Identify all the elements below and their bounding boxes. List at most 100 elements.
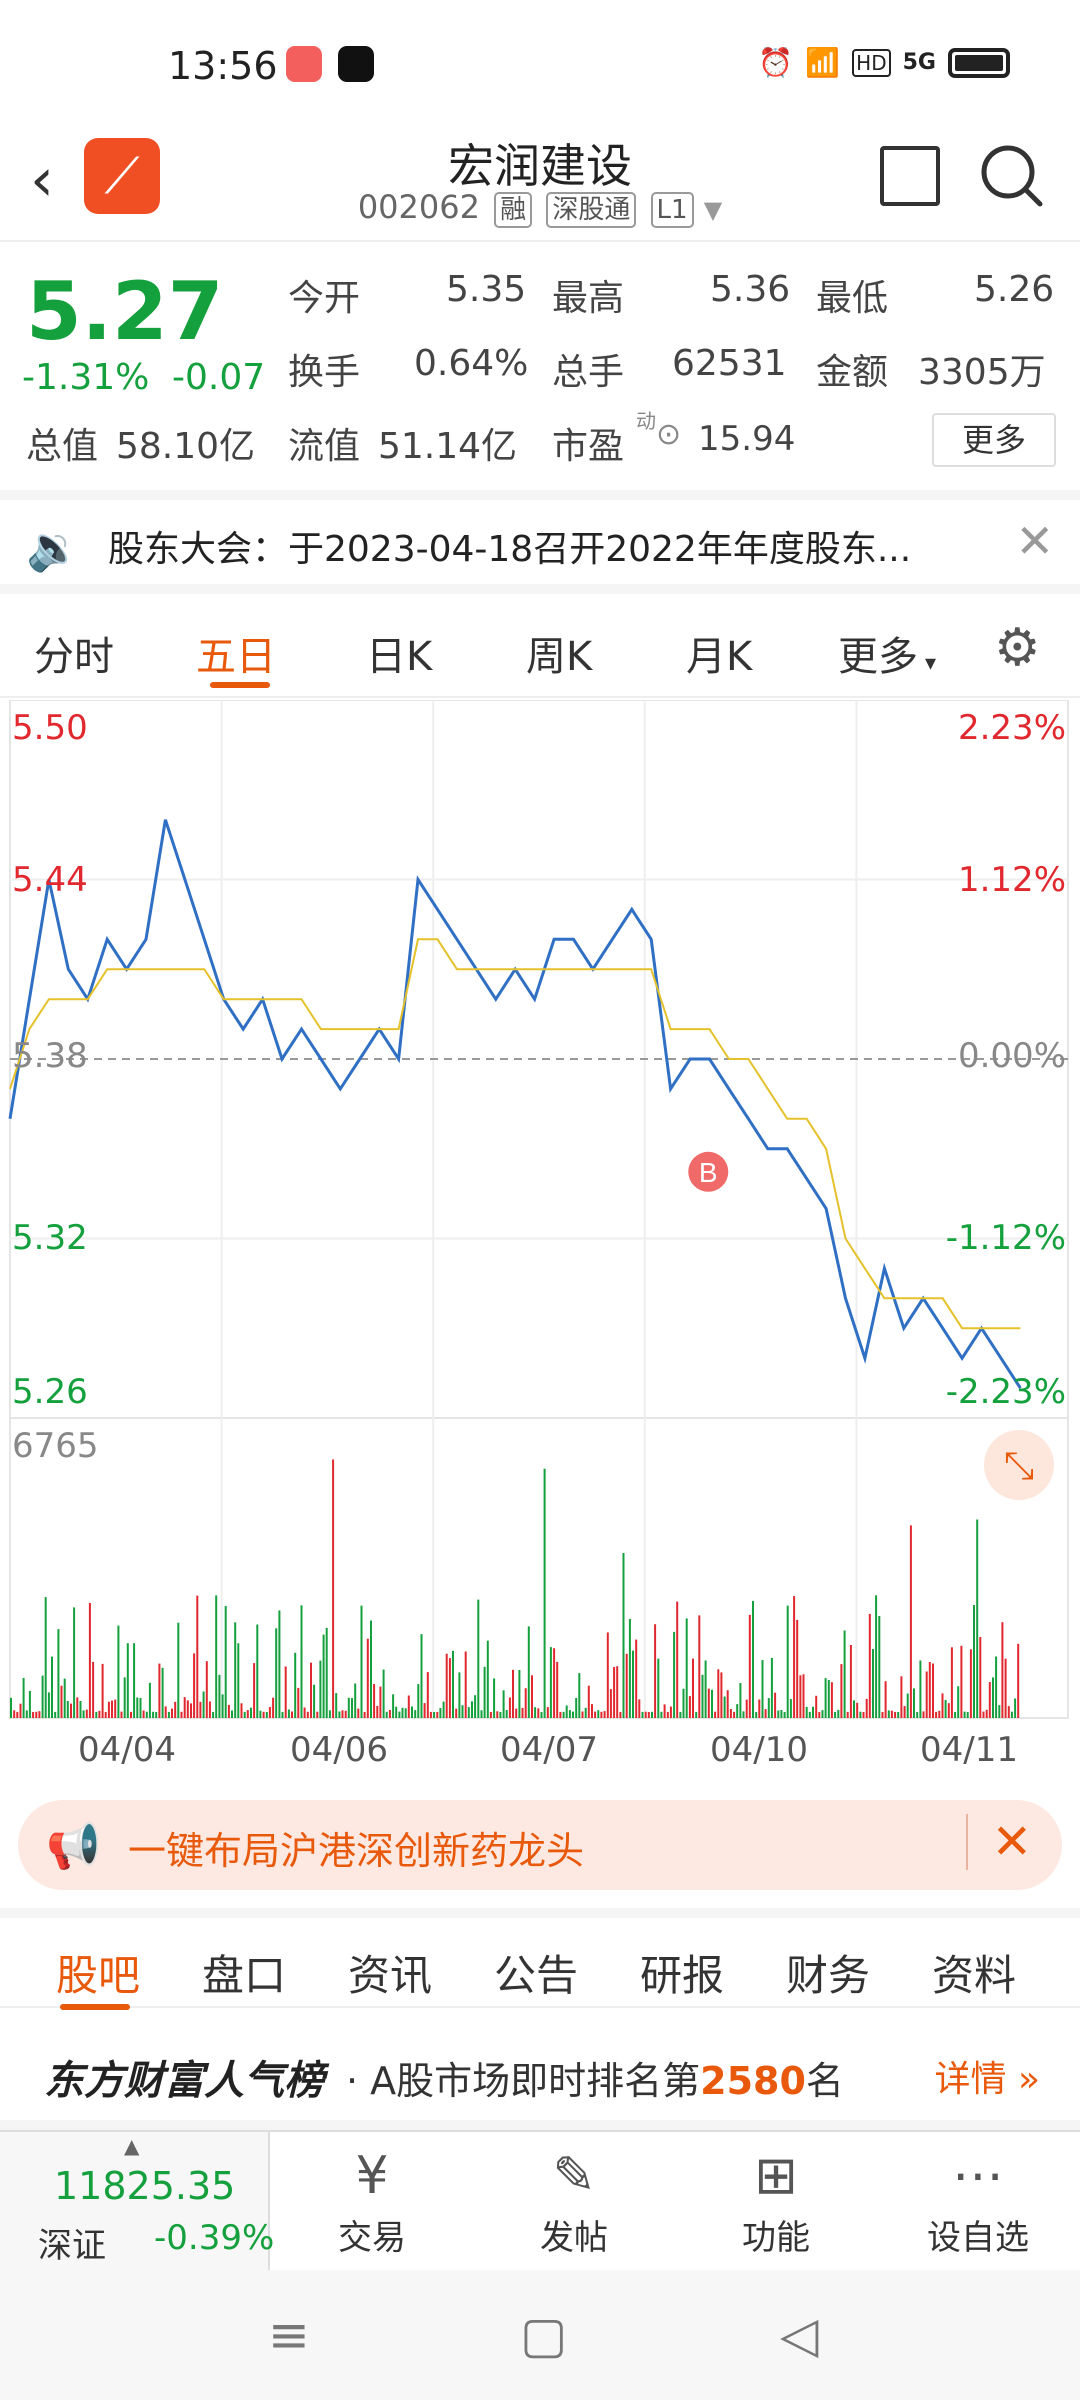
trade-button[interactable]: ¥ 交易 xyxy=(302,2146,442,2259)
volume-bar xyxy=(332,1459,335,1718)
volume-bar xyxy=(663,1704,666,1718)
content-tabs: 股吧 盘口 资讯 公告 研报 财务 资料 xyxy=(0,1908,1080,2010)
volume-bar xyxy=(370,1620,372,1718)
rank-text: · A股市场即时排名第2580名 xyxy=(346,2050,844,2105)
bottom-toolbar: ▲ 11825.35 深证 -0.39% ¥ 交易 ✎ 发帖 ⊞ 功能 ⋯ 设自选 xyxy=(0,2130,1080,2272)
share-icon[interactable] xyxy=(880,146,940,206)
volume-bar xyxy=(868,1613,871,1718)
volume-bar xyxy=(79,1701,82,1718)
volume-bar xyxy=(726,1690,729,1718)
tab-intraday[interactable]: 分时 xyxy=(34,634,114,680)
volume-bar xyxy=(568,1710,571,1718)
tab-weekly-k[interactable]: 周K xyxy=(526,634,593,680)
volume-bar xyxy=(988,1682,991,1718)
chart-frame xyxy=(9,699,1069,1719)
volume-bar xyxy=(193,1653,196,1718)
volume-bar xyxy=(363,1712,366,1718)
more-quote-button[interactable]: 更多 xyxy=(932,413,1056,467)
app-notification-icon xyxy=(286,46,322,82)
volume-bar xyxy=(587,1685,590,1718)
x-tick-3: 04/10 xyxy=(710,1730,808,1770)
volume-bar xyxy=(467,1707,470,1718)
tab-daily-k[interactable]: 日K xyxy=(366,634,433,680)
volume-value: 62531 xyxy=(672,343,787,384)
volume-bar xyxy=(619,1712,622,1718)
pe-value: 15.94 xyxy=(698,419,796,459)
search-icon[interactable] xyxy=(978,142,1044,208)
promo-banner[interactable]: 📢 一键布局沪港深创新药龙头 ✕ xyxy=(18,1800,1062,1890)
volume-bar xyxy=(805,1706,808,1718)
app-logo-icon[interactable]: ⟋ xyxy=(84,138,160,214)
subtab-profile[interactable]: 资料 xyxy=(932,1951,1017,2000)
subtab-finance[interactable]: 财务 xyxy=(786,1951,871,2000)
volume-bar xyxy=(445,1653,448,1718)
five-day-chart[interactable]: B 5.50 5.44 5.38 5.32 5.26 2.23% 1.12% 0… xyxy=(0,699,1080,1770)
volume-bar xyxy=(745,1699,748,1718)
volume-bar xyxy=(859,1711,862,1718)
volume-bar xyxy=(676,1601,679,1718)
y-tick-right-3: -1.12% xyxy=(945,1218,1066,1258)
volume-bar xyxy=(423,1703,426,1718)
volume-bar xyxy=(796,1619,799,1718)
subtab-research[interactable]: 研报 xyxy=(640,1951,725,2000)
close-icon[interactable]: ✕ xyxy=(1015,514,1054,568)
back-icon[interactable]: ‹ xyxy=(30,145,54,215)
rank-details-link[interactable]: 详情 » xyxy=(934,2059,1040,2100)
notice-bar[interactable]: 🔉 股东大会：于2023-04-18召开2022年年度股东... ✕ xyxy=(0,490,1080,594)
back-nav-icon[interactable]: ◁ xyxy=(780,2306,819,2364)
volume-bar xyxy=(98,1710,101,1718)
volume-bar xyxy=(922,1711,925,1718)
close-icon[interactable]: ✕ xyxy=(965,1814,1032,1870)
volume-bar xyxy=(155,1712,158,1718)
volume-bar xyxy=(183,1697,186,1718)
volume-bar xyxy=(767,1698,770,1718)
subtab-forum[interactable]: 股吧 xyxy=(56,1951,141,2000)
subtab-announcements[interactable]: 公告 xyxy=(494,1951,579,2000)
post-button[interactable]: ✎ 发帖 xyxy=(504,2146,644,2259)
tab-more[interactable]: 更多 ▾ xyxy=(838,624,936,682)
active-subtab-indicator xyxy=(60,2004,130,2010)
volume-bar xyxy=(392,1694,395,1718)
functions-label: 功能 xyxy=(742,2218,810,2258)
stock-code-line[interactable]: 002062 融 深股通 L1 ▼ xyxy=(0,188,1080,228)
volume-bar xyxy=(985,1709,988,1718)
volume-bar xyxy=(957,1686,960,1718)
index-ticker[interactable]: ▲ 11825.35 深证 -0.39% xyxy=(0,2132,274,2272)
volume-bar xyxy=(388,1710,391,1718)
volume-bar xyxy=(88,1603,91,1718)
volume-bar xyxy=(549,1647,552,1718)
volume-bar xyxy=(1010,1711,1013,1718)
volume-bar xyxy=(426,1672,429,1718)
volume-bar xyxy=(471,1701,473,1718)
volume-bar xyxy=(979,1637,982,1718)
volume-bar xyxy=(692,1658,694,1718)
expand-icon[interactable]: ⤡ xyxy=(984,1430,1054,1500)
volume-bar xyxy=(603,1711,606,1718)
volume-bar xyxy=(25,1710,28,1718)
volume-bar xyxy=(562,1711,565,1718)
home-icon[interactable]: ▢ xyxy=(520,2306,568,2364)
functions-button[interactable]: ⊞ 功能 xyxy=(706,2146,846,2259)
menu-icon[interactable]: ≡ xyxy=(268,2306,310,2364)
volume-bar xyxy=(1001,1622,1004,1718)
volume-bar xyxy=(70,1703,72,1718)
tab-monthly-k[interactable]: 月K xyxy=(686,634,753,680)
chevron-down-icon: ▼ xyxy=(703,196,723,224)
gear-icon[interactable]: ⚙ xyxy=(994,618,1041,678)
volume-bar xyxy=(433,1712,436,1718)
volume-bar xyxy=(884,1681,887,1718)
add-watchlist-button[interactable]: ⋯ 设自选 xyxy=(908,2146,1048,2259)
volume-bar xyxy=(256,1624,259,1718)
info-icon[interactable]: ⊙ xyxy=(656,417,682,452)
volume-bar xyxy=(651,1711,653,1718)
volume-bar xyxy=(376,1705,379,1718)
volume-bar xyxy=(158,1663,161,1718)
volume-bar xyxy=(950,1647,953,1718)
subtab-orderbook[interactable]: 盘口 xyxy=(202,1951,287,2000)
volume-bar xyxy=(411,1706,413,1718)
subtab-news[interactable]: 资讯 xyxy=(348,1951,433,2000)
popularity-rank[interactable]: 东方财富人气榜 · A股市场即时排名第2580名 详情 » xyxy=(0,2010,1080,2130)
volume-bar xyxy=(752,1600,754,1718)
volume-bar xyxy=(395,1706,398,1718)
tab-five-day[interactable]: 五日 xyxy=(196,634,276,680)
